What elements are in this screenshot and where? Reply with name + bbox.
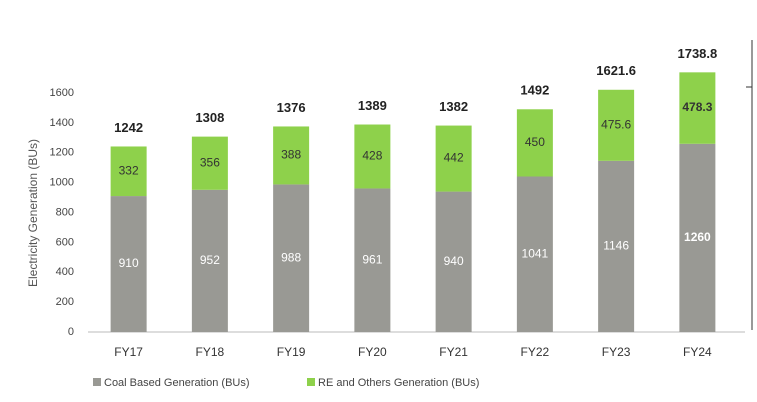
value-label: 952 [200, 253, 220, 267]
x-tick-label: FY22 [521, 345, 550, 359]
total-label: 1738.8 [677, 46, 717, 61]
y-tick-label: 1000 [50, 177, 74, 189]
legend-label: Coal Based Generation (BUs) [104, 377, 250, 389]
total-label: 1382 [439, 99, 468, 114]
value-label: 388 [281, 148, 301, 162]
value-label: 940 [444, 254, 464, 268]
legend-label: RE and Others Generation (BUs) [318, 377, 479, 389]
legend-swatch [307, 378, 315, 386]
total-label: 1376 [277, 100, 306, 115]
bar-segment [516, 176, 553, 332]
x-tick-label: FY24 [683, 345, 712, 359]
bar-segment [354, 188, 391, 332]
value-label: 910 [119, 256, 139, 270]
x-tick-label: FY21 [439, 345, 468, 359]
total-label: 1242 [114, 120, 143, 135]
value-label: 1146 [603, 239, 629, 253]
bar-segment [354, 124, 391, 189]
bar-segment [273, 126, 310, 185]
y-tick-label: 0 [68, 326, 74, 338]
bar-segment [679, 143, 716, 332]
x-tick-label: FY17 [114, 345, 143, 359]
bar-segment [273, 184, 310, 332]
y-tick-label: 200 [56, 296, 74, 308]
bar-segment [191, 189, 228, 332]
total-label: 1308 [195, 110, 224, 125]
bar-segment [435, 125, 472, 192]
legend-swatch [93, 378, 101, 386]
total-label: 1492 [520, 83, 549, 98]
value-label: 332 [119, 163, 139, 177]
bar-segment [110, 146, 147, 197]
bar-segment [598, 89, 635, 161]
value-label: 356 [200, 155, 220, 169]
x-tick-label: FY20 [358, 345, 387, 359]
y-tick-label: 400 [56, 266, 74, 278]
bar-segment [516, 109, 553, 177]
total-label: 1389 [358, 98, 387, 113]
value-label: 988 [281, 250, 301, 264]
y-tick-label: 1400 [50, 117, 74, 129]
x-tick-label: FY23 [602, 345, 631, 359]
y-tick-label: 800 [56, 206, 74, 218]
value-label: 478.3 [682, 100, 712, 114]
x-tick-label: FY18 [196, 345, 225, 359]
y-tick-label: 1200 [50, 147, 74, 159]
bar-segment [679, 72, 716, 144]
x-tick-label: FY19 [277, 345, 306, 359]
value-label: 1260 [684, 230, 711, 244]
bar-segment [110, 196, 147, 332]
value-label: 961 [362, 252, 382, 266]
bar-segment [435, 191, 472, 332]
y-tick-label: 600 [56, 236, 74, 248]
y-axis-label: Electricity Generation (BUs) [26, 139, 40, 287]
value-label: 450 [525, 135, 545, 149]
value-label: 442 [444, 151, 464, 165]
value-label: 1041 [522, 246, 549, 260]
bar-segment [191, 136, 228, 190]
y-tick-label: 1600 [50, 87, 74, 99]
bar-segment [598, 160, 635, 332]
total-label: 1621.6 [596, 63, 636, 78]
value-label: 475.6 [601, 117, 631, 131]
value-label: 428 [362, 149, 382, 163]
